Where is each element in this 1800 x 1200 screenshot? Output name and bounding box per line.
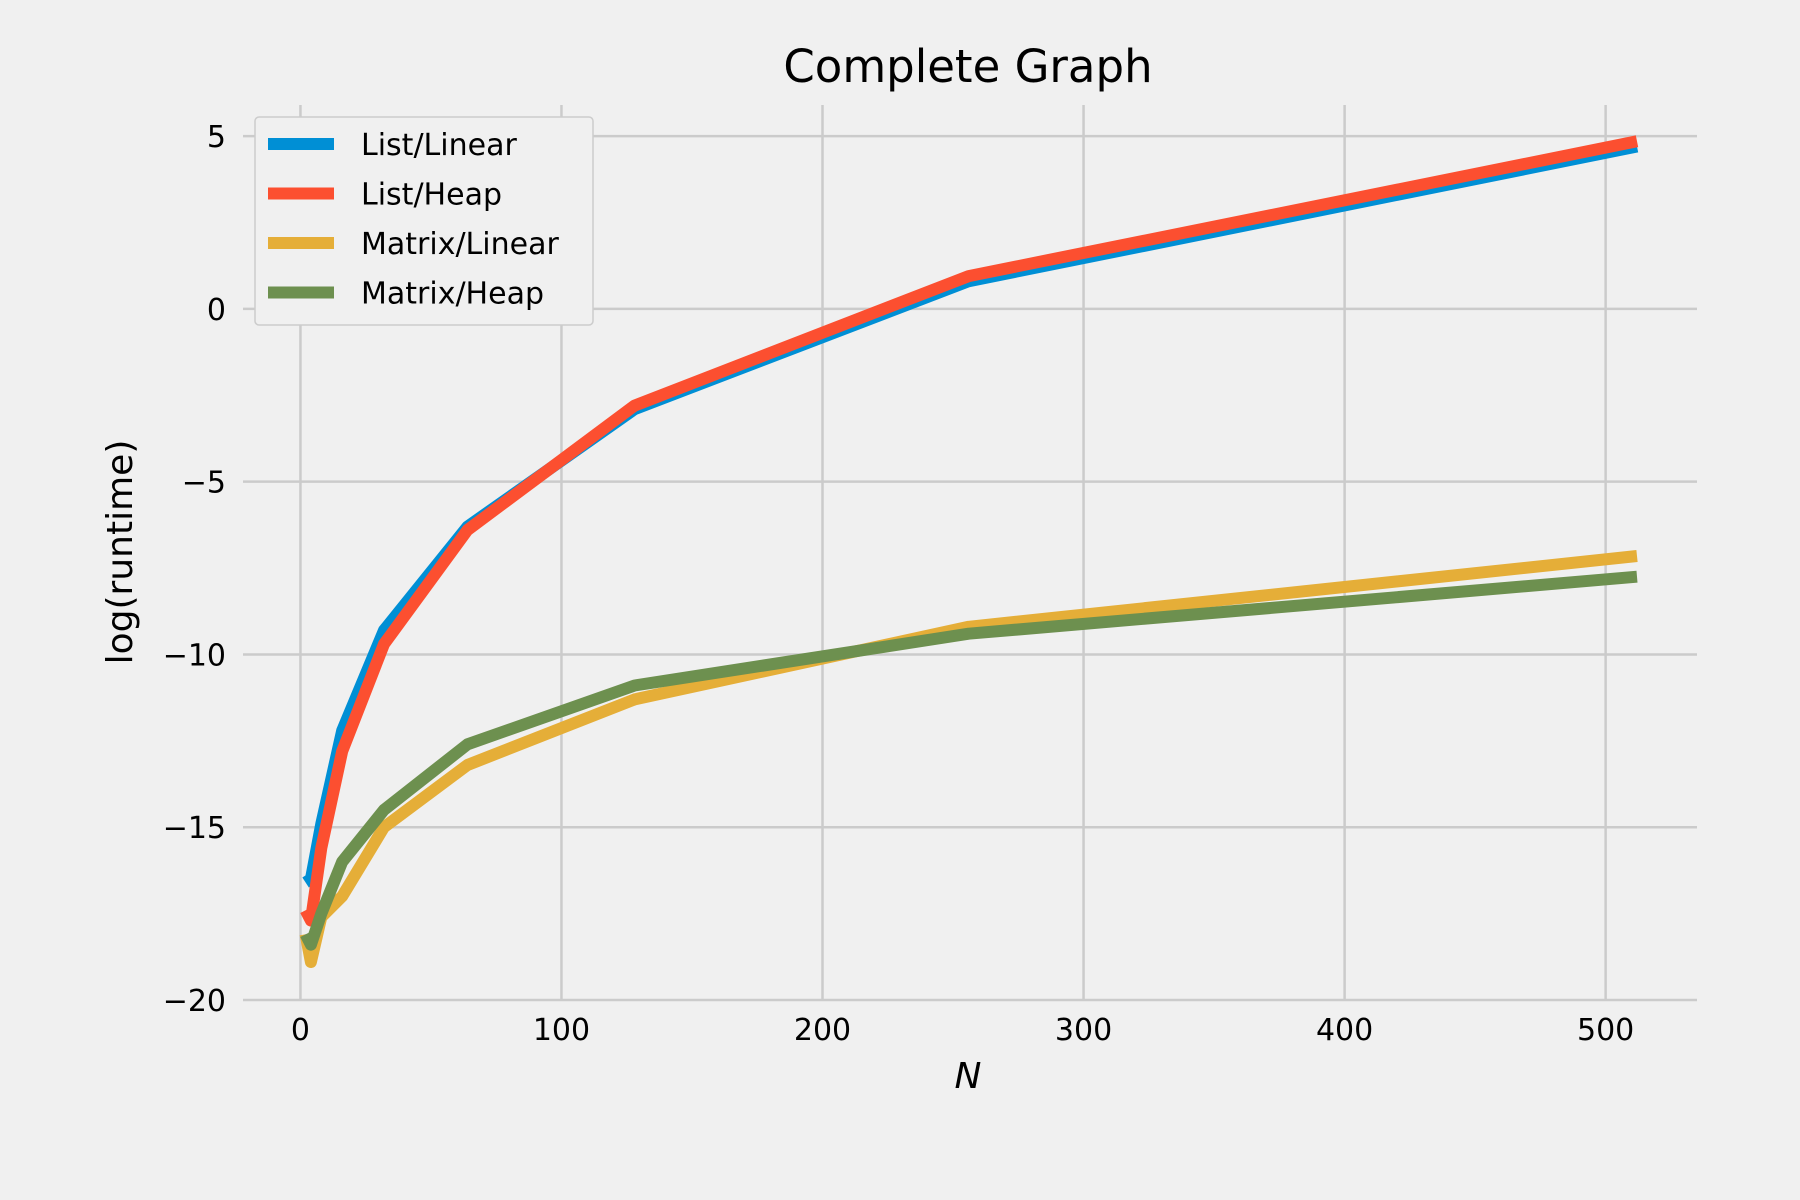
series-line-matrix-heap	[300, 570, 1638, 951]
x-tick-label: 100	[533, 1013, 590, 1048]
x-tick-label: 0	[291, 1013, 310, 1048]
chart-title: Complete Graph	[783, 40, 1152, 93]
y-tick-label: −10	[163, 638, 226, 673]
y-axis-ticks: 5 0 −5 −10 −15 −20	[163, 120, 226, 1019]
series-line-list-heap	[300, 135, 1639, 927]
x-axis-label: N	[955, 1056, 982, 1097]
legend-label: Matrix/Linear	[361, 227, 559, 262]
x-tick-label: 200	[794, 1013, 851, 1048]
y-axis-label: log(runtime)	[100, 440, 141, 665]
x-tick-label: 300	[1055, 1013, 1112, 1048]
legend-label: List/Heap	[361, 178, 502, 213]
series-lines	[299, 135, 1639, 968]
y-tick-label: −15	[163, 811, 226, 846]
y-tick-label: 5	[207, 120, 226, 155]
legend: List/Linear List/Heap Matrix/Linear Matrix/…	[254, 116, 594, 326]
legend-label: List/Linear	[361, 128, 517, 163]
y-tick-label: −20	[163, 984, 226, 1019]
series-line-matrix-linear	[299, 550, 1638, 968]
x-axis-ticks: 0 100 200 300 400 500	[291, 1013, 1634, 1048]
legend-label: Matrix/Heap	[361, 277, 544, 312]
x-tick-label: 400	[1316, 1013, 1373, 1048]
y-tick-label: 0	[207, 293, 226, 328]
y-tick-label: −5	[182, 466, 226, 501]
x-tick-label: 500	[1577, 1013, 1634, 1048]
legend-frame	[254, 116, 594, 326]
